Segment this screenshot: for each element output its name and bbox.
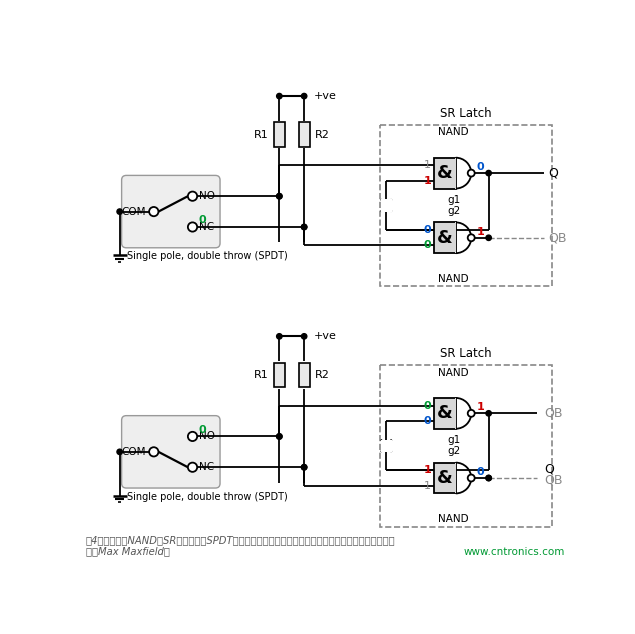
Text: 1: 1 bbox=[476, 402, 484, 412]
Text: 1: 1 bbox=[424, 465, 431, 476]
Circle shape bbox=[302, 465, 307, 470]
Text: 0: 0 bbox=[199, 425, 206, 435]
Text: &: & bbox=[437, 469, 453, 487]
Text: +ve: +ve bbox=[314, 332, 337, 341]
Circle shape bbox=[302, 224, 307, 230]
Text: NC: NC bbox=[199, 462, 215, 472]
Circle shape bbox=[277, 93, 282, 99]
Circle shape bbox=[468, 410, 475, 417]
Text: &: & bbox=[437, 229, 453, 247]
Circle shape bbox=[486, 235, 491, 240]
Circle shape bbox=[188, 463, 197, 472]
FancyBboxPatch shape bbox=[122, 416, 220, 488]
FancyBboxPatch shape bbox=[122, 176, 220, 248]
Circle shape bbox=[277, 333, 282, 339]
Circle shape bbox=[188, 223, 197, 231]
Text: QB: QB bbox=[544, 407, 563, 420]
Text: R1: R1 bbox=[254, 129, 269, 139]
Text: COM: COM bbox=[121, 207, 146, 217]
Text: QB: QB bbox=[544, 473, 563, 486]
Circle shape bbox=[277, 193, 282, 199]
Text: g2: g2 bbox=[447, 446, 460, 456]
Text: 1: 1 bbox=[424, 176, 431, 186]
Circle shape bbox=[149, 207, 158, 216]
Text: &: & bbox=[437, 164, 453, 182]
Text: 0: 0 bbox=[476, 467, 484, 477]
Text: SR Latch: SR Latch bbox=[440, 347, 492, 360]
Text: R2: R2 bbox=[315, 129, 330, 139]
Text: 0: 0 bbox=[424, 416, 431, 426]
Text: NO: NO bbox=[199, 432, 215, 441]
Circle shape bbox=[149, 447, 158, 456]
Circle shape bbox=[486, 476, 491, 481]
Circle shape bbox=[468, 235, 475, 242]
Text: www.cntronics.com: www.cntronics.com bbox=[464, 547, 565, 557]
Text: g1: g1 bbox=[447, 195, 460, 205]
Text: QB: QB bbox=[548, 231, 567, 244]
Text: 0: 0 bbox=[424, 240, 431, 250]
Circle shape bbox=[277, 434, 282, 439]
Text: g2: g2 bbox=[447, 206, 460, 216]
Bar bbox=[381, 439, 392, 452]
Bar bbox=[274, 122, 284, 147]
Text: g1: g1 bbox=[447, 435, 460, 445]
Text: 0: 0 bbox=[199, 216, 206, 226]
Circle shape bbox=[302, 465, 307, 470]
Text: Q: Q bbox=[544, 462, 554, 476]
Text: Single pole, double throw (SPDT): Single pole, double throw (SPDT) bbox=[126, 251, 288, 261]
Text: NAND: NAND bbox=[438, 514, 469, 524]
Bar bbox=[455, 223, 457, 253]
Text: Q: Q bbox=[548, 167, 558, 179]
Bar bbox=[455, 463, 457, 493]
Text: +ve: +ve bbox=[314, 91, 337, 101]
Text: R2: R2 bbox=[315, 370, 330, 380]
Bar bbox=[434, 158, 456, 188]
Circle shape bbox=[188, 432, 197, 441]
Bar bbox=[434, 463, 456, 493]
Text: NAND: NAND bbox=[438, 368, 469, 377]
Bar bbox=[455, 158, 457, 188]
Circle shape bbox=[302, 333, 307, 339]
Circle shape bbox=[486, 476, 491, 481]
Bar bbox=[298, 363, 309, 387]
Circle shape bbox=[486, 171, 491, 176]
Text: 1: 1 bbox=[476, 226, 484, 236]
Text: COM: COM bbox=[121, 447, 146, 457]
Bar bbox=[274, 363, 284, 387]
Text: 0: 0 bbox=[476, 162, 484, 172]
Text: NO: NO bbox=[199, 191, 215, 201]
Bar bbox=[434, 398, 456, 429]
Circle shape bbox=[302, 93, 307, 99]
Bar bbox=[380, 365, 552, 526]
Text: 1: 1 bbox=[424, 481, 431, 491]
Text: NC: NC bbox=[199, 222, 215, 232]
Circle shape bbox=[117, 449, 123, 455]
Bar bbox=[455, 398, 457, 429]
Text: 1: 1 bbox=[424, 160, 431, 171]
Bar bbox=[298, 122, 309, 147]
Text: NAND: NAND bbox=[438, 127, 469, 138]
Text: Single pole, double throw (SPDT): Single pole, double throw (SPDT) bbox=[126, 491, 288, 501]
Bar bbox=[381, 199, 392, 212]
Text: &: & bbox=[437, 404, 453, 422]
Text: R1: R1 bbox=[254, 370, 269, 380]
Bar bbox=[434, 223, 456, 253]
Circle shape bbox=[117, 209, 123, 214]
Circle shape bbox=[277, 193, 282, 199]
Text: SR Latch: SR Latch bbox=[440, 107, 492, 120]
Circle shape bbox=[188, 191, 197, 201]
Bar bbox=[380, 125, 552, 287]
Text: NAND: NAND bbox=[438, 274, 469, 283]
Text: 0: 0 bbox=[424, 401, 431, 411]
Text: 0: 0 bbox=[424, 225, 431, 235]
Circle shape bbox=[277, 434, 282, 439]
Circle shape bbox=[486, 411, 491, 416]
Circle shape bbox=[468, 475, 475, 481]
Text: 图4：使用基于NAND的SR锁存器来对SPDT开关进行去抖动是一种非常有效的硬件去抖动方案。（图片来
源：Max Maxfield）: 图4：使用基于NAND的SR锁存器来对SPDT开关进行去抖动是一种非常有效的硬件… bbox=[86, 535, 395, 557]
Circle shape bbox=[302, 224, 307, 230]
Circle shape bbox=[468, 170, 475, 176]
